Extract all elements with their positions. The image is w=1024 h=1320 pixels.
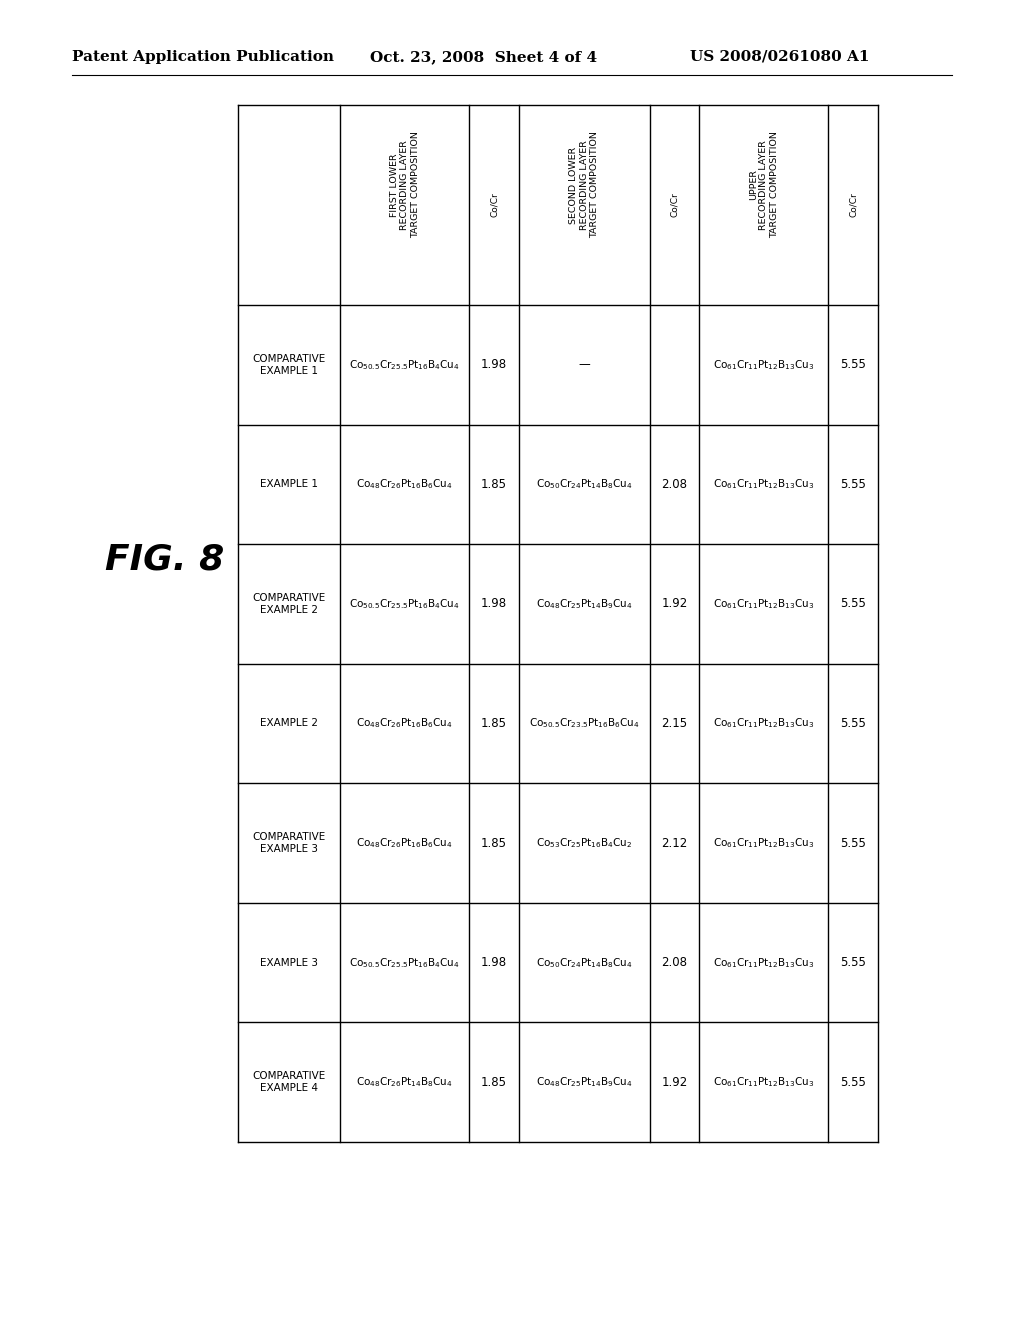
Text: 1.85: 1.85 <box>481 478 507 491</box>
Text: 2.08: 2.08 <box>662 478 687 491</box>
Text: $\mathregular{Co_{61}Cr_{11}Pt_{12}B_{13}Cu_3}$: $\mathregular{Co_{61}Cr_{11}Pt_{12}B_{13… <box>714 597 814 611</box>
Text: 1.98: 1.98 <box>481 358 507 371</box>
Text: 1.85: 1.85 <box>481 717 507 730</box>
Text: $\mathregular{Co_{48}Cr_{25}Pt_{14}B_{9}Cu_{4}}$: $\mathregular{Co_{48}Cr_{25}Pt_{14}B_{9}… <box>536 1076 633 1089</box>
Text: $\mathregular{Co_{50.5}Cr_{25.5}Pt_{16}B_{4}Cu_{4}}$: $\mathregular{Co_{50.5}Cr_{25.5}Pt_{16}B… <box>349 358 460 372</box>
Text: $\mathregular{Co_{61}Cr_{11}Pt_{12}B_{13}Cu_3}$: $\mathregular{Co_{61}Cr_{11}Pt_{12}B_{13… <box>714 478 814 491</box>
Text: SECOND LOWER
RECORDING LAYER
TARGET COMPOSITION: SECOND LOWER RECORDING LAYER TARGET COMP… <box>569 132 599 239</box>
Text: $\mathregular{Co_{48}Cr_{25}Pt_{14}B_{9}Cu_{4}}$: $\mathregular{Co_{48}Cr_{25}Pt_{14}B_{9}… <box>536 597 633 611</box>
Text: COMPARATIVE
EXAMPLE 4: COMPARATIVE EXAMPLE 4 <box>253 1072 326 1093</box>
Text: $\mathregular{Co_{48}Cr_{26}Pt_{16}B_{6}Cu_{4}}$: $\mathregular{Co_{48}Cr_{26}Pt_{16}B_{6}… <box>356 717 453 730</box>
Text: Oct. 23, 2008  Sheet 4 of 4: Oct. 23, 2008 Sheet 4 of 4 <box>370 50 597 63</box>
Text: 5.55: 5.55 <box>841 717 866 730</box>
Text: $\mathregular{Co_{48}Cr_{26}Pt_{14}B_{8}Cu_{4}}$: $\mathregular{Co_{48}Cr_{26}Pt_{14}B_{8}… <box>356 1076 453 1089</box>
Text: $\mathregular{Co_{50.5}Cr_{25.5}Pt_{16}B_{4}Cu_{4}}$: $\mathregular{Co_{50.5}Cr_{25.5}Pt_{16}B… <box>349 597 460 611</box>
Text: 2.08: 2.08 <box>662 956 687 969</box>
Text: EXAMPLE 2: EXAMPLE 2 <box>260 718 318 729</box>
Text: US 2008/0261080 A1: US 2008/0261080 A1 <box>690 50 869 63</box>
Text: 1.98: 1.98 <box>481 956 507 969</box>
Text: 5.55: 5.55 <box>841 358 866 371</box>
Text: 1.92: 1.92 <box>662 1076 688 1089</box>
Text: $\mathregular{Co_{50.5}Cr_{23.5}Pt_{16}B_{6}Cu_{4}}$: $\mathregular{Co_{50.5}Cr_{23.5}Pt_{16}B… <box>529 717 640 730</box>
Text: 5.55: 5.55 <box>841 598 866 610</box>
Text: 5.55: 5.55 <box>841 956 866 969</box>
Text: Co/Cr: Co/Cr <box>670 193 679 218</box>
Text: $\mathregular{Co_{48}Cr_{26}Pt_{16}B_{6}Cu_{4}}$: $\mathregular{Co_{48}Cr_{26}Pt_{16}B_{6}… <box>356 836 453 850</box>
Text: 1.92: 1.92 <box>662 598 688 610</box>
Text: $\mathregular{Co_{50}Cr_{24}Pt_{14}B_{8}Cu_{4}}$: $\mathregular{Co_{50}Cr_{24}Pt_{14}B_{8}… <box>536 478 633 491</box>
Text: Co/Cr: Co/Cr <box>489 193 499 218</box>
Text: 5.55: 5.55 <box>841 1076 866 1089</box>
Text: $\mathregular{Co_{50.5}Cr_{25.5}Pt_{16}B_{4}Cu_{4}}$: $\mathregular{Co_{50.5}Cr_{25.5}Pt_{16}B… <box>349 956 460 970</box>
Text: 5.55: 5.55 <box>841 478 866 491</box>
Text: 1.98: 1.98 <box>481 598 507 610</box>
Text: 2.12: 2.12 <box>662 837 688 850</box>
Text: $\mathregular{Co_{48}Cr_{26}Pt_{16}B_{6}Cu_{4}}$: $\mathregular{Co_{48}Cr_{26}Pt_{16}B_{6}… <box>356 478 453 491</box>
Text: $\mathregular{Co_{53}Cr_{25}Pt_{16}B_{4}Cu_{2}}$: $\mathregular{Co_{53}Cr_{25}Pt_{16}B_{4}… <box>537 836 633 850</box>
Text: FIG. 8: FIG. 8 <box>105 543 224 577</box>
Text: Patent Application Publication: Patent Application Publication <box>72 50 334 63</box>
Text: —: — <box>579 358 590 371</box>
Text: 5.55: 5.55 <box>841 837 866 850</box>
Text: $\mathregular{Co_{61}Cr_{11}Pt_{12}B_{13}Cu_3}$: $\mathregular{Co_{61}Cr_{11}Pt_{12}B_{13… <box>714 956 814 970</box>
Text: Co/Cr: Co/Cr <box>849 193 858 218</box>
Text: $\mathregular{Co_{61}Cr_{11}Pt_{12}B_{13}Cu_3}$: $\mathregular{Co_{61}Cr_{11}Pt_{12}B_{13… <box>714 1076 814 1089</box>
Text: EXAMPLE 1: EXAMPLE 1 <box>260 479 318 490</box>
Text: COMPARATIVE
EXAMPLE 1: COMPARATIVE EXAMPLE 1 <box>253 354 326 376</box>
Text: 1.85: 1.85 <box>481 1076 507 1089</box>
Text: 2.15: 2.15 <box>662 717 687 730</box>
Text: $\mathregular{Co_{61}Cr_{11}Pt_{12}B_{13}Cu_3}$: $\mathregular{Co_{61}Cr_{11}Pt_{12}B_{13… <box>714 358 814 372</box>
Text: FIRST LOWER
RECORDING LAYER
TARGET COMPOSITION: FIRST LOWER RECORDING LAYER TARGET COMPO… <box>390 132 420 239</box>
Text: $\mathregular{Co_{61}Cr_{11}Pt_{12}B_{13}Cu_3}$: $\mathregular{Co_{61}Cr_{11}Pt_{12}B_{13… <box>714 836 814 850</box>
Text: $\mathregular{Co_{61}Cr_{11}Pt_{12}B_{13}Cu_3}$: $\mathregular{Co_{61}Cr_{11}Pt_{12}B_{13… <box>714 717 814 730</box>
Text: EXAMPLE 3: EXAMPLE 3 <box>260 957 318 968</box>
Text: $\mathregular{Co_{50}Cr_{24}Pt_{14}B_{8}Cu_{4}}$: $\mathregular{Co_{50}Cr_{24}Pt_{14}B_{8}… <box>536 956 633 970</box>
Text: UPPER
RECORDING LAYER
TARGET COMPOSITION: UPPER RECORDING LAYER TARGET COMPOSITION <box>749 132 778 239</box>
Text: COMPARATIVE
EXAMPLE 2: COMPARATIVE EXAMPLE 2 <box>253 593 326 615</box>
Text: 1.85: 1.85 <box>481 837 507 850</box>
Text: COMPARATIVE
EXAMPLE 3: COMPARATIVE EXAMPLE 3 <box>253 833 326 854</box>
